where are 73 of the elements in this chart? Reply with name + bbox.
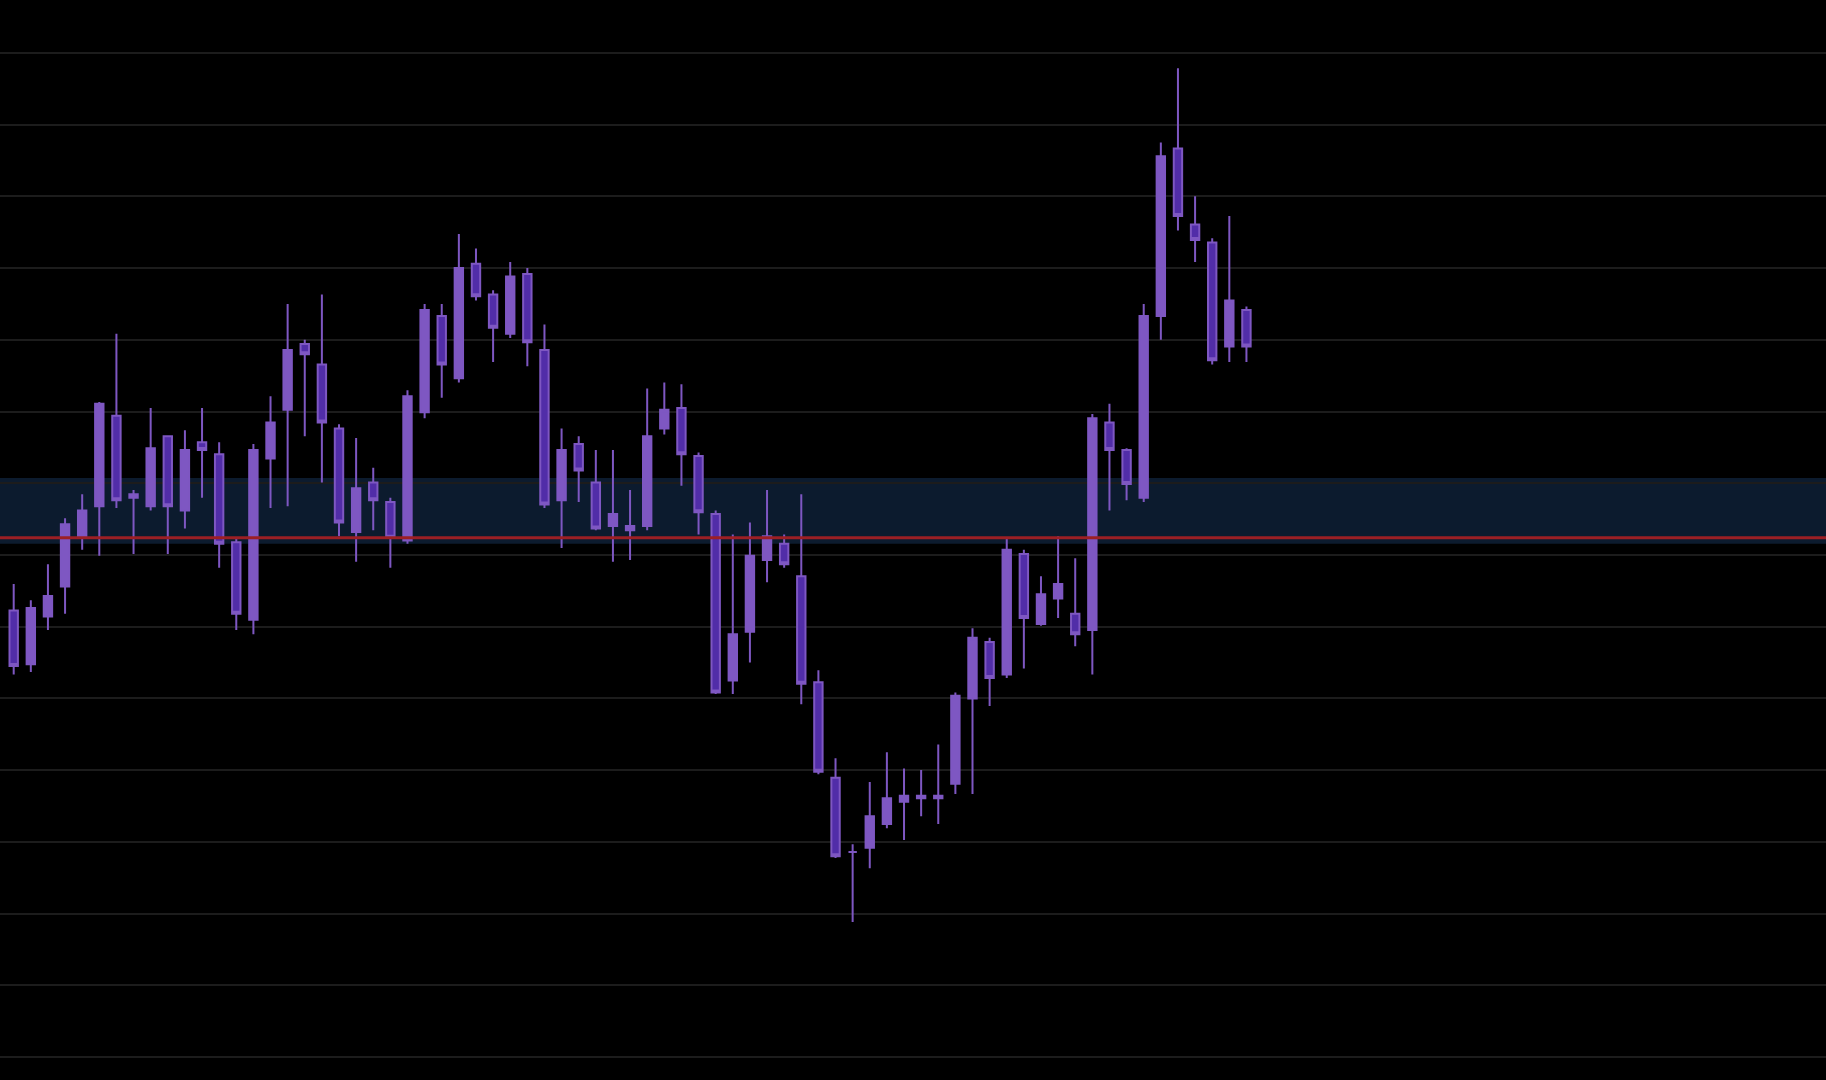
candlestick bbox=[1018, 548, 1030, 670]
candlestick bbox=[487, 289, 499, 363]
candlestick bbox=[1121, 447, 1132, 502]
candlestick bbox=[539, 323, 550, 509]
candlestick bbox=[59, 517, 71, 615]
candlestick bbox=[676, 383, 687, 487]
candlestick bbox=[1001, 536, 1012, 679]
candlestick bbox=[1052, 535, 1064, 620]
candlestick bbox=[162, 435, 173, 556]
candlestick bbox=[145, 407, 156, 512]
candlestick bbox=[368, 466, 379, 532]
candlestick bbox=[111, 332, 122, 509]
candlestick bbox=[984, 636, 995, 708]
candlestick bbox=[522, 267, 533, 368]
candlestick bbox=[299, 338, 310, 438]
candlestick bbox=[419, 302, 430, 420]
candlestick bbox=[847, 843, 858, 924]
candlestick bbox=[25, 599, 37, 673]
candlestick bbox=[1035, 575, 1047, 627]
candlestick bbox=[265, 395, 276, 509]
candlestick bbox=[128, 489, 139, 556]
candlestick bbox=[761, 489, 773, 584]
candlestick bbox=[967, 627, 978, 795]
candlestick bbox=[573, 435, 584, 503]
candlestick bbox=[248, 442, 259, 636]
candlestick bbox=[76, 493, 88, 551]
candlestick bbox=[933, 743, 944, 825]
candlestick bbox=[179, 429, 191, 530]
candlestick bbox=[813, 669, 824, 776]
candlestick bbox=[1087, 413, 1098, 676]
candlestick bbox=[350, 436, 362, 563]
candlestick bbox=[94, 401, 105, 557]
candlestick bbox=[659, 381, 670, 436]
candlestick bbox=[1138, 302, 1149, 503]
candlestick bbox=[727, 533, 738, 696]
candlestick bbox=[950, 691, 961, 795]
candlestick bbox=[642, 387, 653, 532]
candlestick bbox=[1207, 237, 1218, 366]
candlestick bbox=[436, 302, 447, 399]
candlestick bbox=[1241, 305, 1252, 363]
candlestick bbox=[778, 533, 790, 569]
candlestick bbox=[282, 302, 293, 508]
candlestick bbox=[830, 757, 841, 860]
candlestick bbox=[624, 489, 636, 562]
candlestick bbox=[8, 582, 19, 676]
candlestick bbox=[693, 451, 704, 536]
candlestick bbox=[333, 423, 345, 538]
candlestick bbox=[1172, 67, 1184, 232]
candlestick bbox=[453, 232, 465, 384]
candlestick bbox=[744, 521, 756, 664]
candlestick bbox=[505, 261, 516, 340]
candlestick bbox=[231, 536, 242, 632]
candlestick bbox=[898, 767, 910, 842]
candlestick bbox=[196, 407, 208, 499]
candlestick bbox=[915, 769, 927, 818]
candlestick bbox=[42, 563, 54, 632]
candlestick bbox=[590, 448, 602, 532]
candlestick bbox=[1224, 215, 1235, 363]
candlestick bbox=[556, 427, 567, 550]
candlestick bbox=[402, 389, 413, 545]
candlestick bbox=[1189, 195, 1201, 264]
candlestick bbox=[1070, 557, 1081, 648]
candlestick bbox=[213, 441, 225, 569]
candlestick bbox=[881, 751, 893, 830]
candlestick bbox=[864, 781, 875, 870]
candlestick bbox=[470, 247, 482, 302]
candlestick bbox=[1155, 141, 1167, 341]
candlestick bbox=[1104, 402, 1115, 512]
candlestick bbox=[385, 496, 396, 569]
candlestick bbox=[607, 448, 619, 563]
candlestick bbox=[710, 509, 721, 696]
candlestick bbox=[316, 293, 328, 484]
candlestick bbox=[796, 493, 807, 706]
